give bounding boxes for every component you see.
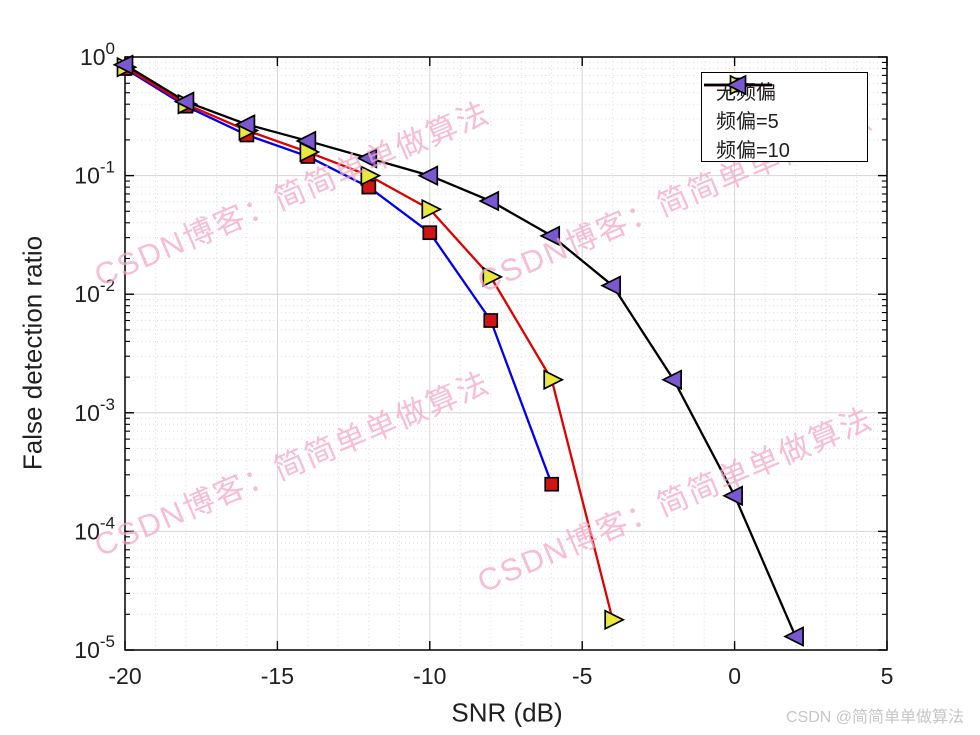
y-axis-tick-label: 10-2 <box>74 276 115 307</box>
csdn-caption: CSDN @简简单单做算法 <box>785 709 964 726</box>
axis-border <box>124 56 888 651</box>
x-axis-tick-label: -20 <box>108 663 141 689</box>
legend-triangle-left-icon <box>704 74 772 96</box>
legend-item-1: 频偏=5 <box>704 74 865 134</box>
y-tick-labels: 100 10-1 10-2 10-3 10-4 10-5 <box>74 39 115 663</box>
series-line-0 <box>124 67 553 485</box>
x-axis-tick-label: -10 <box>413 663 446 689</box>
x-axis-tick-label: 5 <box>881 663 894 689</box>
series-line-1 <box>124 66 614 621</box>
y-axis-tick-label: 100 <box>80 39 115 70</box>
x-axis-tick-label: 0 <box>728 663 741 689</box>
x-axis-label: SNR (dB) <box>451 697 563 728</box>
series-line-2 <box>124 63 797 637</box>
x-axis-tick-label: -5 <box>572 663 592 689</box>
y-axis-tick-label: 10-3 <box>74 395 115 426</box>
grid-major <box>125 57 887 650</box>
y-axis-tick-label: 10-5 <box>74 632 115 663</box>
y-axis-label: False detection ratio <box>17 235 48 471</box>
legend-label: 频偏=10 <box>716 140 790 162</box>
chart-legend: 无频偏频偏=5频偏=10 <box>701 72 868 162</box>
legend-label: 频偏=5 <box>716 111 779 133</box>
legend-item-2: 频偏=10 <box>704 74 865 163</box>
grid-minor <box>125 57 887 650</box>
x-axis-tick-label: -15 <box>261 663 294 689</box>
x-tick-labels: -20 -15 -10 -5 0 5 <box>108 663 893 689</box>
y-axis-tick-label: 10-1 <box>74 158 115 189</box>
axis-ticks <box>124 56 888 651</box>
y-axis-tick-label: 10-4 <box>74 513 115 544</box>
series-markers-2 <box>112 54 804 647</box>
